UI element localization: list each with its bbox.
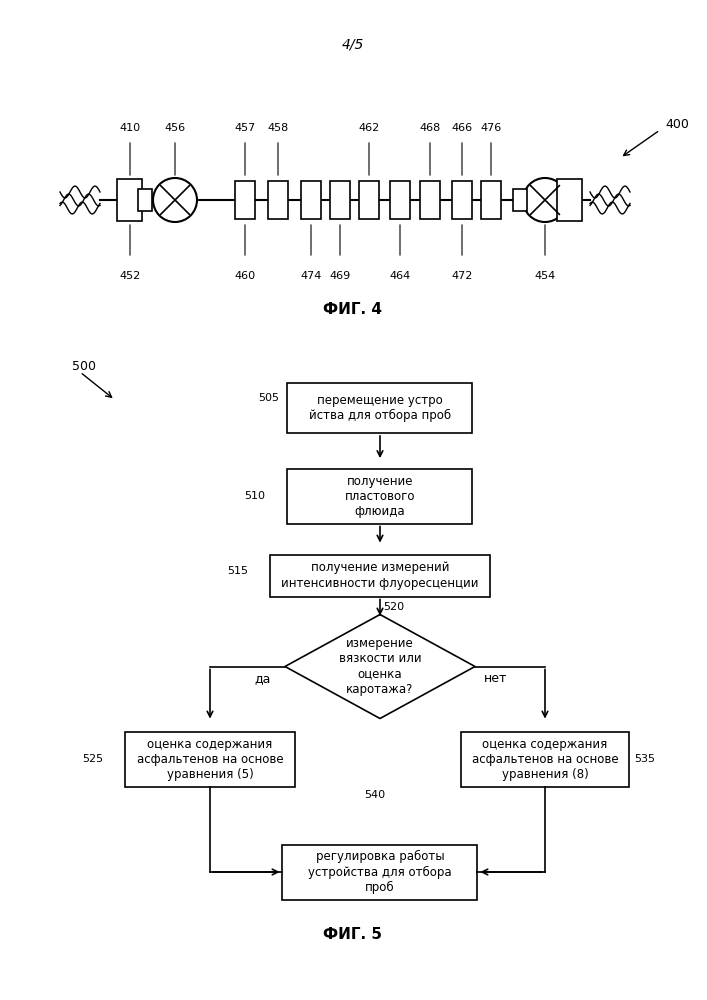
Text: регулировка работы
устройства для отбора
проб: регулировка работы устройства для отбора… <box>308 850 452 894</box>
FancyBboxPatch shape <box>288 468 472 524</box>
Text: 535: 535 <box>634 754 655 764</box>
Text: 468: 468 <box>419 123 440 133</box>
Text: получение измерений
интенсивности флуоресценции: получение измерений интенсивности флуоре… <box>281 562 479 589</box>
FancyBboxPatch shape <box>288 383 472 433</box>
Text: 510: 510 <box>245 491 266 501</box>
Text: 458: 458 <box>267 123 288 133</box>
Text: 472: 472 <box>451 271 473 281</box>
Text: оценка содержания
асфальтенов на основе
уравнения (8): оценка содержания асфальтенов на основе … <box>472 738 619 781</box>
Circle shape <box>523 178 567 222</box>
Text: да: да <box>255 672 271 685</box>
Text: 540: 540 <box>364 790 385 800</box>
Bar <box>558 179 583 221</box>
Bar <box>359 181 379 219</box>
FancyBboxPatch shape <box>283 844 477 900</box>
Bar <box>117 179 143 221</box>
Text: 452: 452 <box>119 271 141 281</box>
Text: получение
пластового
флюида: получение пластового флюида <box>345 475 415 518</box>
Text: 454: 454 <box>534 271 556 281</box>
Text: 515: 515 <box>227 566 248 576</box>
Text: 469: 469 <box>329 271 351 281</box>
FancyBboxPatch shape <box>270 554 490 596</box>
FancyBboxPatch shape <box>461 732 629 787</box>
Text: 525: 525 <box>82 754 103 764</box>
Text: 500: 500 <box>72 360 96 373</box>
Text: 460: 460 <box>235 271 255 281</box>
Bar <box>513 189 527 211</box>
FancyBboxPatch shape <box>125 732 295 787</box>
Text: 474: 474 <box>300 271 322 281</box>
Text: нет: нет <box>484 672 508 685</box>
Bar <box>452 181 472 219</box>
Bar <box>390 181 410 219</box>
Bar <box>420 181 440 219</box>
Polygon shape <box>285 614 475 718</box>
Text: 476: 476 <box>480 123 502 133</box>
Bar <box>330 181 350 219</box>
Text: 4/5: 4/5 <box>341 38 364 52</box>
Text: 400: 400 <box>665 118 689 131</box>
Text: измерение
вязкости или
оценка
каротажа?: измерение вязкости или оценка каротажа? <box>339 638 421 696</box>
Bar <box>138 189 152 211</box>
Text: 456: 456 <box>165 123 185 133</box>
Text: 462: 462 <box>358 123 380 133</box>
Text: 410: 410 <box>119 123 141 133</box>
Bar <box>301 181 321 219</box>
Text: ФИГ. 5: ФИГ. 5 <box>324 927 382 942</box>
Circle shape <box>153 178 197 222</box>
Bar <box>268 181 288 219</box>
Text: 464: 464 <box>390 271 411 281</box>
Bar <box>235 181 255 219</box>
Text: 520: 520 <box>383 601 404 611</box>
Text: 466: 466 <box>452 123 472 133</box>
Text: ФИГ. 4: ФИГ. 4 <box>324 302 382 318</box>
Text: 505: 505 <box>259 393 279 403</box>
Bar <box>481 181 501 219</box>
Text: перемещение устро
йства для отбора проб: перемещение устро йства для отбора проб <box>309 394 451 422</box>
Text: оценка содержания
асфальтенов на основе
уравнения (5): оценка содержания асфальтенов на основе … <box>136 738 284 781</box>
Text: 457: 457 <box>235 123 256 133</box>
